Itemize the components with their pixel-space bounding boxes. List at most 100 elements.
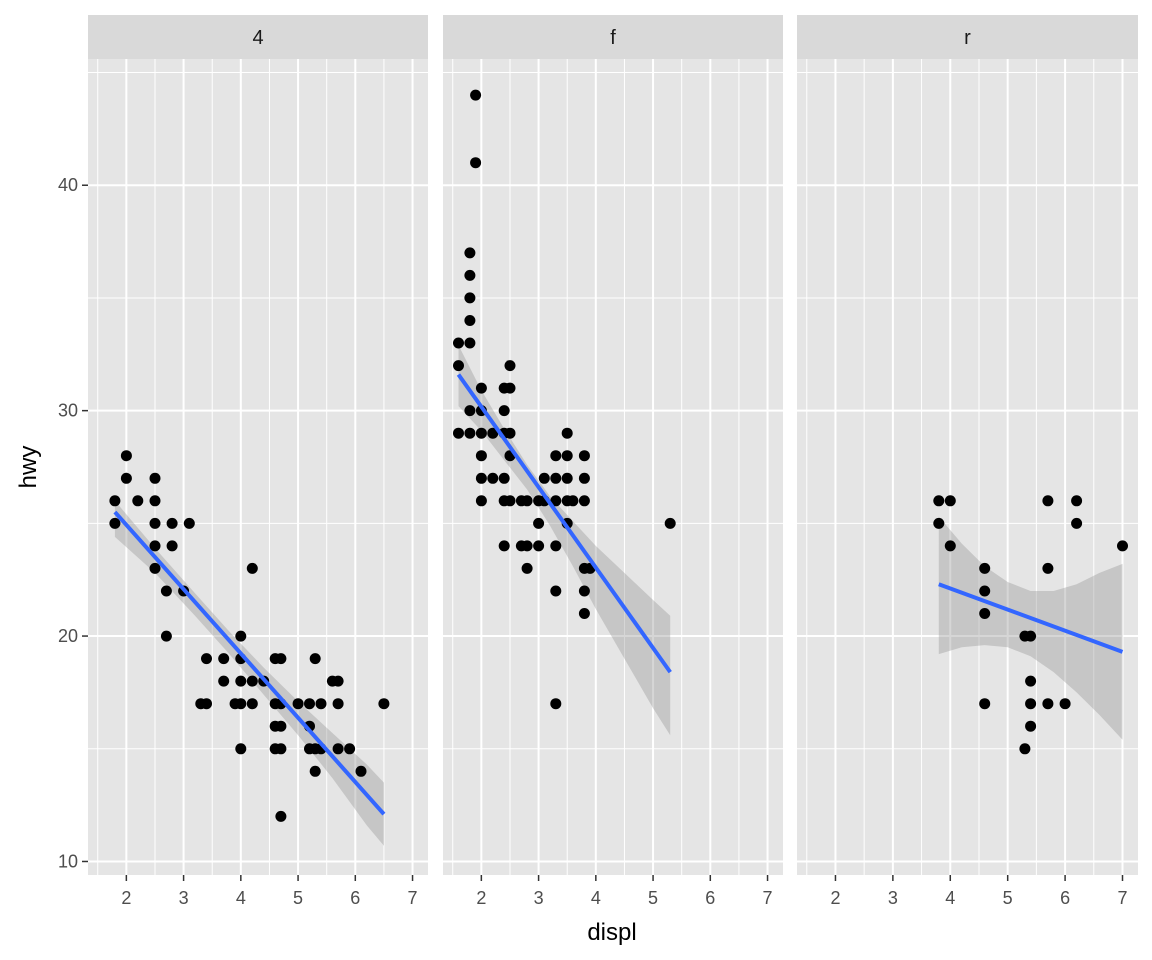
- gridlines: [88, 59, 428, 875]
- data-point: [533, 517, 545, 529]
- data-point: [464, 405, 476, 417]
- data-point: [309, 653, 321, 665]
- data-point: [166, 540, 178, 552]
- data-points: [933, 495, 1128, 755]
- data-point: [275, 653, 287, 665]
- data-point: [933, 517, 945, 529]
- data-point: [521, 495, 533, 507]
- data-point: [498, 540, 510, 552]
- data-point: [550, 698, 562, 710]
- data-point: [475, 427, 487, 439]
- data-point: [160, 630, 172, 642]
- data-point: [275, 810, 287, 822]
- confidence-ribbon: [458, 345, 671, 736]
- x-tick-label: 6: [1060, 888, 1070, 908]
- data-point: [292, 698, 304, 710]
- data-point: [504, 427, 516, 439]
- data-point: [1042, 562, 1054, 574]
- data-point: [550, 450, 562, 462]
- data-point: [578, 450, 590, 462]
- data-point: [521, 540, 533, 552]
- facet-strip: [443, 15, 783, 59]
- data-point: [979, 562, 991, 574]
- data-point: [160, 585, 172, 597]
- data-point: [475, 382, 487, 394]
- data-point: [218, 653, 230, 665]
- facet-strip: [88, 15, 428, 59]
- data-point: [166, 517, 178, 529]
- data-point: [664, 517, 676, 529]
- data-point: [550, 472, 562, 484]
- data-point: [275, 743, 287, 755]
- facet-strip-label: r: [964, 27, 971, 49]
- data-point: [550, 540, 562, 552]
- smooth-line: [456, 373, 672, 674]
- facet-strip: [797, 15, 1138, 59]
- data-point: [235, 743, 247, 755]
- x-tick-label: 6: [705, 888, 715, 908]
- data-point: [470, 157, 482, 169]
- facet-strip-label: f: [610, 27, 616, 49]
- facet-panel-f: f 2 3 4 5 6 7: [443, 15, 783, 908]
- data-point: [533, 540, 545, 552]
- data-point: [235, 675, 247, 687]
- data-point: [378, 698, 390, 710]
- data-point: [149, 540, 161, 552]
- facets: 4 2 3 4 5 6 7 f 2 3 4 5 6 7 r 2 3 4 5 6 7: [88, 15, 1138, 908]
- x-axis-title: displ: [587, 919, 636, 946]
- data-point: [475, 472, 487, 484]
- data-point: [1042, 698, 1054, 710]
- data-point: [235, 698, 247, 710]
- data-point: [464, 247, 476, 259]
- data-point: [979, 698, 991, 710]
- data-point: [149, 517, 161, 529]
- data-point: [578, 495, 590, 507]
- y-axis: 10 20 30 40: [58, 175, 88, 871]
- x-tick-label: 6: [350, 888, 360, 908]
- x-tick-label: 2: [121, 888, 131, 908]
- data-point: [355, 765, 367, 777]
- x-tick-label: 7: [408, 888, 418, 908]
- facet-panel-4: 4 2 3 4 5 6 7: [88, 15, 428, 908]
- data-point: [183, 517, 195, 529]
- data-point: [538, 472, 550, 484]
- data-point: [944, 540, 956, 552]
- smooth-line: [113, 510, 386, 816]
- data-point: [332, 743, 344, 755]
- data-point: [201, 698, 212, 710]
- panel-background: [88, 59, 428, 875]
- y-tick-label: 40: [58, 175, 78, 195]
- data-point: [521, 562, 533, 574]
- data-point: [218, 675, 230, 687]
- gridlines: [797, 59, 1138, 875]
- data-point: [109, 517, 121, 529]
- data-point: [1025, 698, 1037, 710]
- facet-panel-r: r 2 3 4 5 6 7: [797, 15, 1138, 908]
- data-point: [578, 608, 590, 619]
- data-point: [504, 495, 516, 507]
- gridlines: [443, 59, 783, 875]
- data-point: [464, 337, 476, 349]
- data-point: [344, 743, 356, 755]
- x-tick-label: 5: [293, 888, 303, 908]
- data-point: [561, 450, 573, 462]
- data-point: [132, 495, 144, 507]
- x-tick-label: 4: [591, 888, 601, 908]
- x-tick-label: 2: [830, 888, 840, 908]
- data-point: [315, 698, 327, 710]
- data-point: [464, 315, 476, 326]
- data-point: [979, 585, 991, 597]
- x-tick-label: 4: [945, 888, 955, 908]
- data-point: [453, 337, 464, 349]
- data-point: [561, 472, 573, 484]
- data-point: [498, 405, 510, 417]
- data-point: [498, 472, 510, 484]
- data-point: [235, 630, 247, 642]
- x-tick-label: 4: [236, 888, 246, 908]
- data-point: [120, 450, 132, 462]
- x-tick-label: 3: [534, 888, 544, 908]
- data-point: [332, 675, 344, 687]
- data-point: [246, 675, 258, 687]
- x-tick-label: 2: [476, 888, 486, 908]
- data-point: [1025, 720, 1037, 732]
